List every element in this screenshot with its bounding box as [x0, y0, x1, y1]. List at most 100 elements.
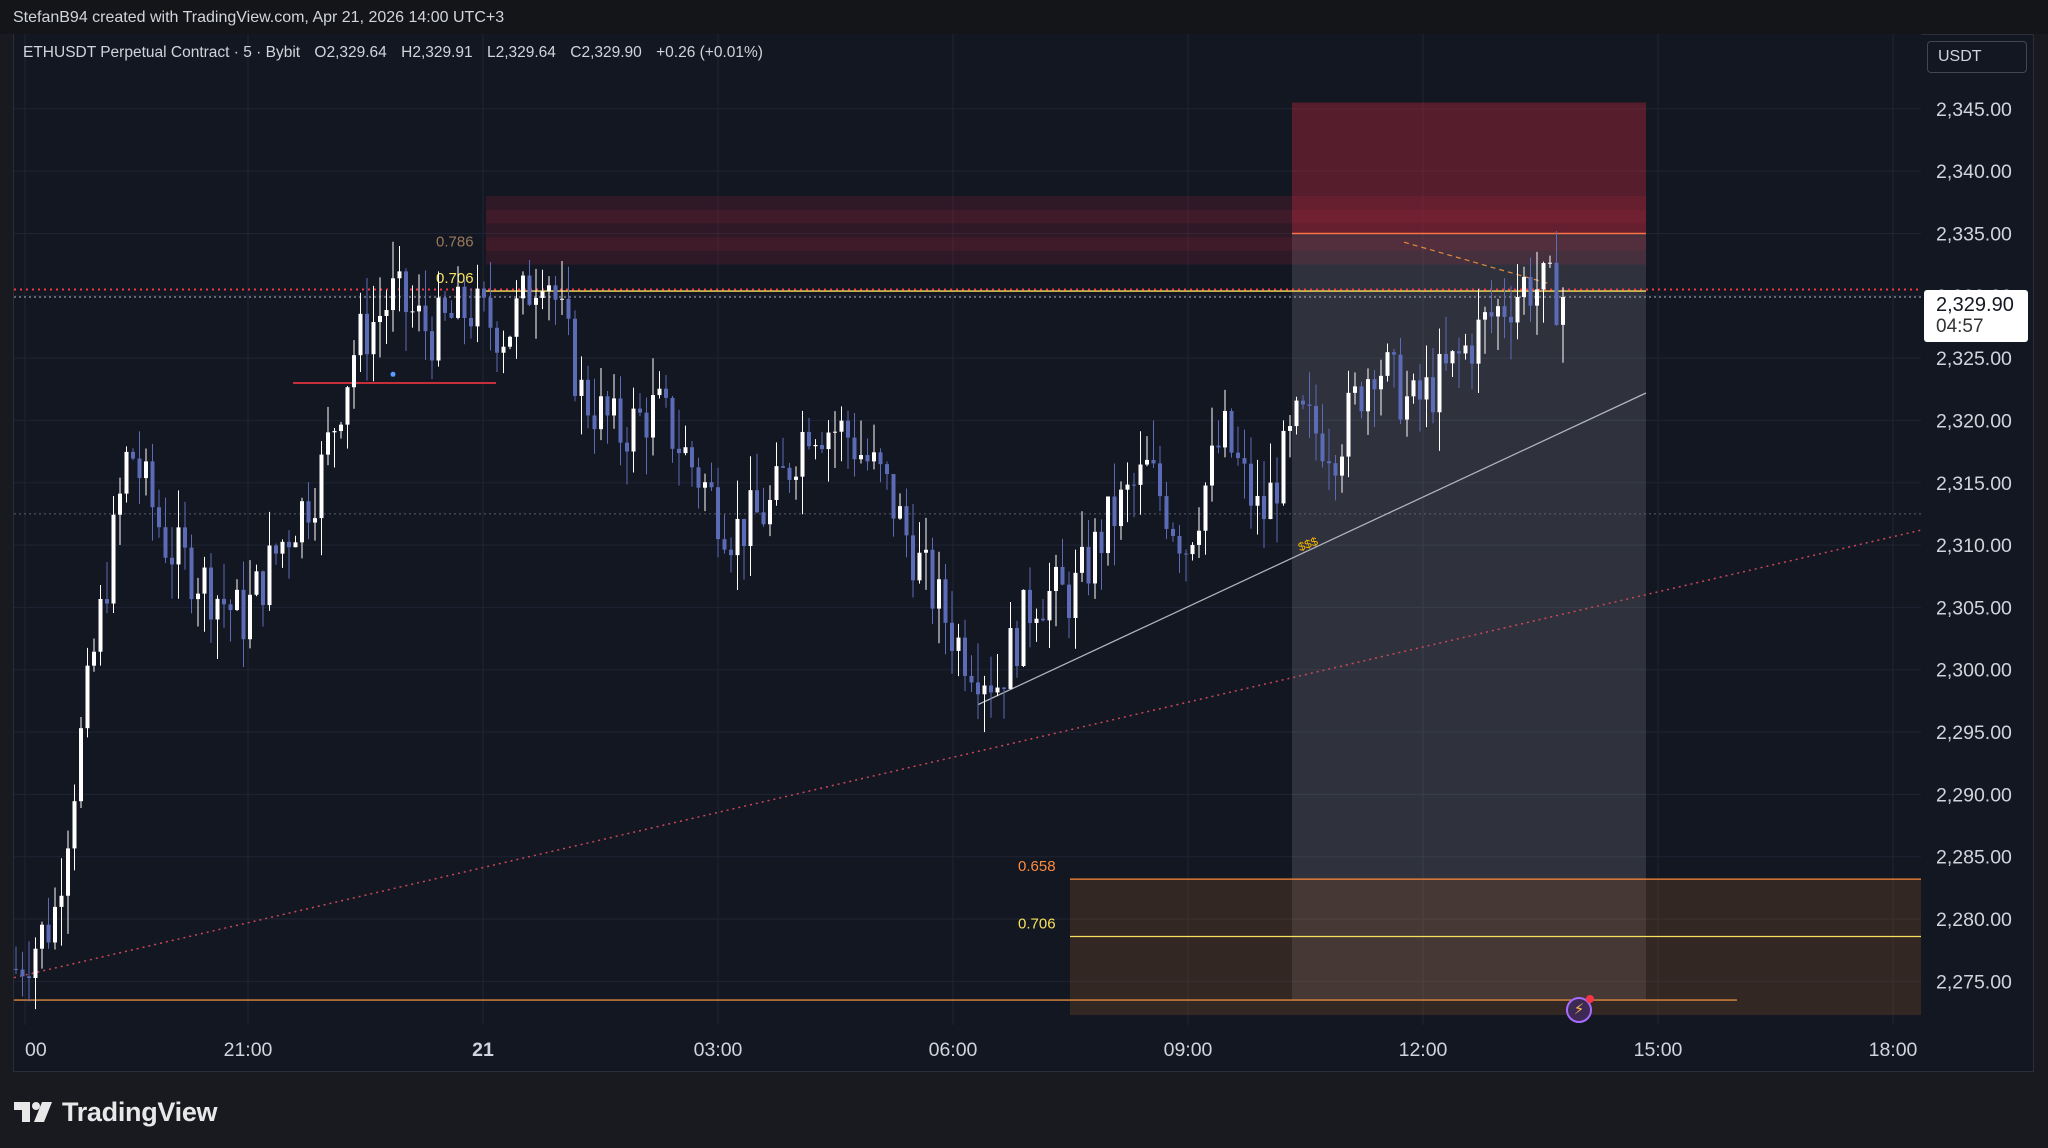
candle-body: [482, 288, 486, 298]
candle-body: [1015, 628, 1019, 667]
candle-body: [553, 285, 558, 300]
price-axis-label: 2,285.00: [1936, 847, 2012, 869]
candle-body: [651, 395, 655, 438]
liquidity-annotation: $$$: [1296, 534, 1320, 554]
candle-body: [72, 801, 77, 849]
candle-body: [378, 315, 382, 323]
candle-body: [46, 924, 51, 943]
candle-body: [579, 379, 584, 396]
symbol-name[interactable]: ETHUSDT Perpetual Contract · 5 · Bybit: [23, 44, 301, 61]
chart-credit: StefanB94 created with TradingView.com, …: [13, 9, 505, 26]
candle-body: [1554, 262, 1559, 325]
candle-body: [1476, 319, 1481, 364]
candle-body: [475, 288, 480, 327]
candle-body: [105, 598, 109, 604]
candle-body: [319, 454, 324, 519]
candle-body: [657, 388, 662, 396]
candle-body: [800, 431, 805, 477]
target-dashed-line: [1403, 241, 1549, 284]
candle-body: [1106, 496, 1110, 554]
candle-body: [391, 278, 395, 311]
candle-body: [1119, 489, 1123, 527]
price-axis-label: 2,295.00: [1936, 722, 2012, 744]
candle-body: [1203, 485, 1208, 531]
candle-body: [1307, 404, 1312, 406]
candle-body: [664, 388, 668, 398]
current-price-label: 2,329.90 04:57: [1924, 290, 2028, 342]
candle-body: [1060, 566, 1065, 585]
price-axis-label: 2,315.00: [1936, 473, 2012, 495]
candle-body: [774, 466, 779, 500]
candle-body: [885, 464, 889, 475]
candle-body: [456, 286, 460, 318]
candle-body: [826, 432, 831, 450]
candle-body: [742, 518, 746, 547]
price-axis-label: 2,305.00: [1936, 597, 2012, 619]
candle-body: [1164, 496, 1169, 529]
candle-body: [1242, 458, 1247, 464]
candle-body: [1223, 411, 1227, 448]
candle-body: [1236, 452, 1240, 459]
lightning-alert-icon[interactable]: ⚡: [1566, 995, 1594, 1023]
candle-body: [443, 297, 447, 313]
candle-body: [1509, 316, 1513, 323]
candle-body: [189, 547, 194, 600]
time-axis-label: 18:00: [1869, 1039, 1918, 1061]
candle-body: [306, 501, 311, 523]
candle-body: [92, 651, 96, 666]
candle-body: [865, 455, 870, 462]
candle-body: [417, 305, 421, 312]
ohlc-high: H2,329.91: [401, 44, 473, 61]
candle-body: [1437, 353, 1442, 413]
candle-body: [1522, 276, 1526, 298]
candle-body: [1353, 386, 1357, 393]
candle-body: [1138, 464, 1143, 485]
currency-selector-button[interactable]: USDT: [1927, 41, 2027, 73]
candle-body: [27, 976, 31, 978]
candle-body: [449, 312, 454, 318]
candle-body: [833, 431, 837, 433]
fib-label: 0.706: [1018, 915, 1056, 932]
candle-body: [878, 452, 883, 465]
candle-body: [163, 527, 168, 558]
candle-body: [625, 442, 629, 452]
candle-body: [956, 637, 961, 651]
candle-body: [1190, 544, 1195, 555]
candle-body: [1301, 400, 1305, 405]
candle-body: [761, 512, 766, 525]
candle-body: [1444, 353, 1448, 364]
candle-body: [911, 535, 915, 581]
candle-body: [976, 682, 980, 695]
candle-body: [1125, 484, 1130, 490]
candle-body: [1112, 496, 1117, 527]
candle-body: [1463, 345, 1468, 354]
candle-body: [547, 285, 551, 292]
candle-body: [813, 444, 818, 447]
candle-body: [267, 545, 272, 606]
candle-body: [898, 506, 902, 519]
price-axis-label: 2,280.00: [1936, 909, 2012, 931]
candle-body: [1268, 482, 1273, 520]
symbol-legend: ETHUSDT Perpetual Contract · 5 · Bybit O…: [23, 44, 773, 62]
time-axis-label: 12:00: [1399, 1039, 1448, 1061]
candle-body: [131, 451, 135, 459]
candle-body: [1171, 528, 1175, 536]
candle-body: [696, 467, 701, 488]
candle-body: [111, 514, 116, 604]
candle-body: [20, 969, 25, 977]
candle-body: [410, 311, 415, 313]
candle-body: [820, 444, 824, 450]
candle-body: [1333, 463, 1338, 476]
candle-body: [605, 396, 610, 416]
candle-body: [839, 420, 844, 432]
candle-body: [1151, 459, 1156, 464]
candle-body: [1288, 426, 1292, 431]
orange-zone-lower: [1070, 879, 1921, 1016]
price-change: +0.26 (+0.01%): [656, 44, 763, 61]
candle-body: [293, 542, 298, 548]
candle-body: [904, 506, 909, 536]
candle-body: [592, 415, 597, 430]
candle-body: [332, 431, 337, 433]
tradingview-brand[interactable]: TradingView: [14, 1097, 218, 1127]
